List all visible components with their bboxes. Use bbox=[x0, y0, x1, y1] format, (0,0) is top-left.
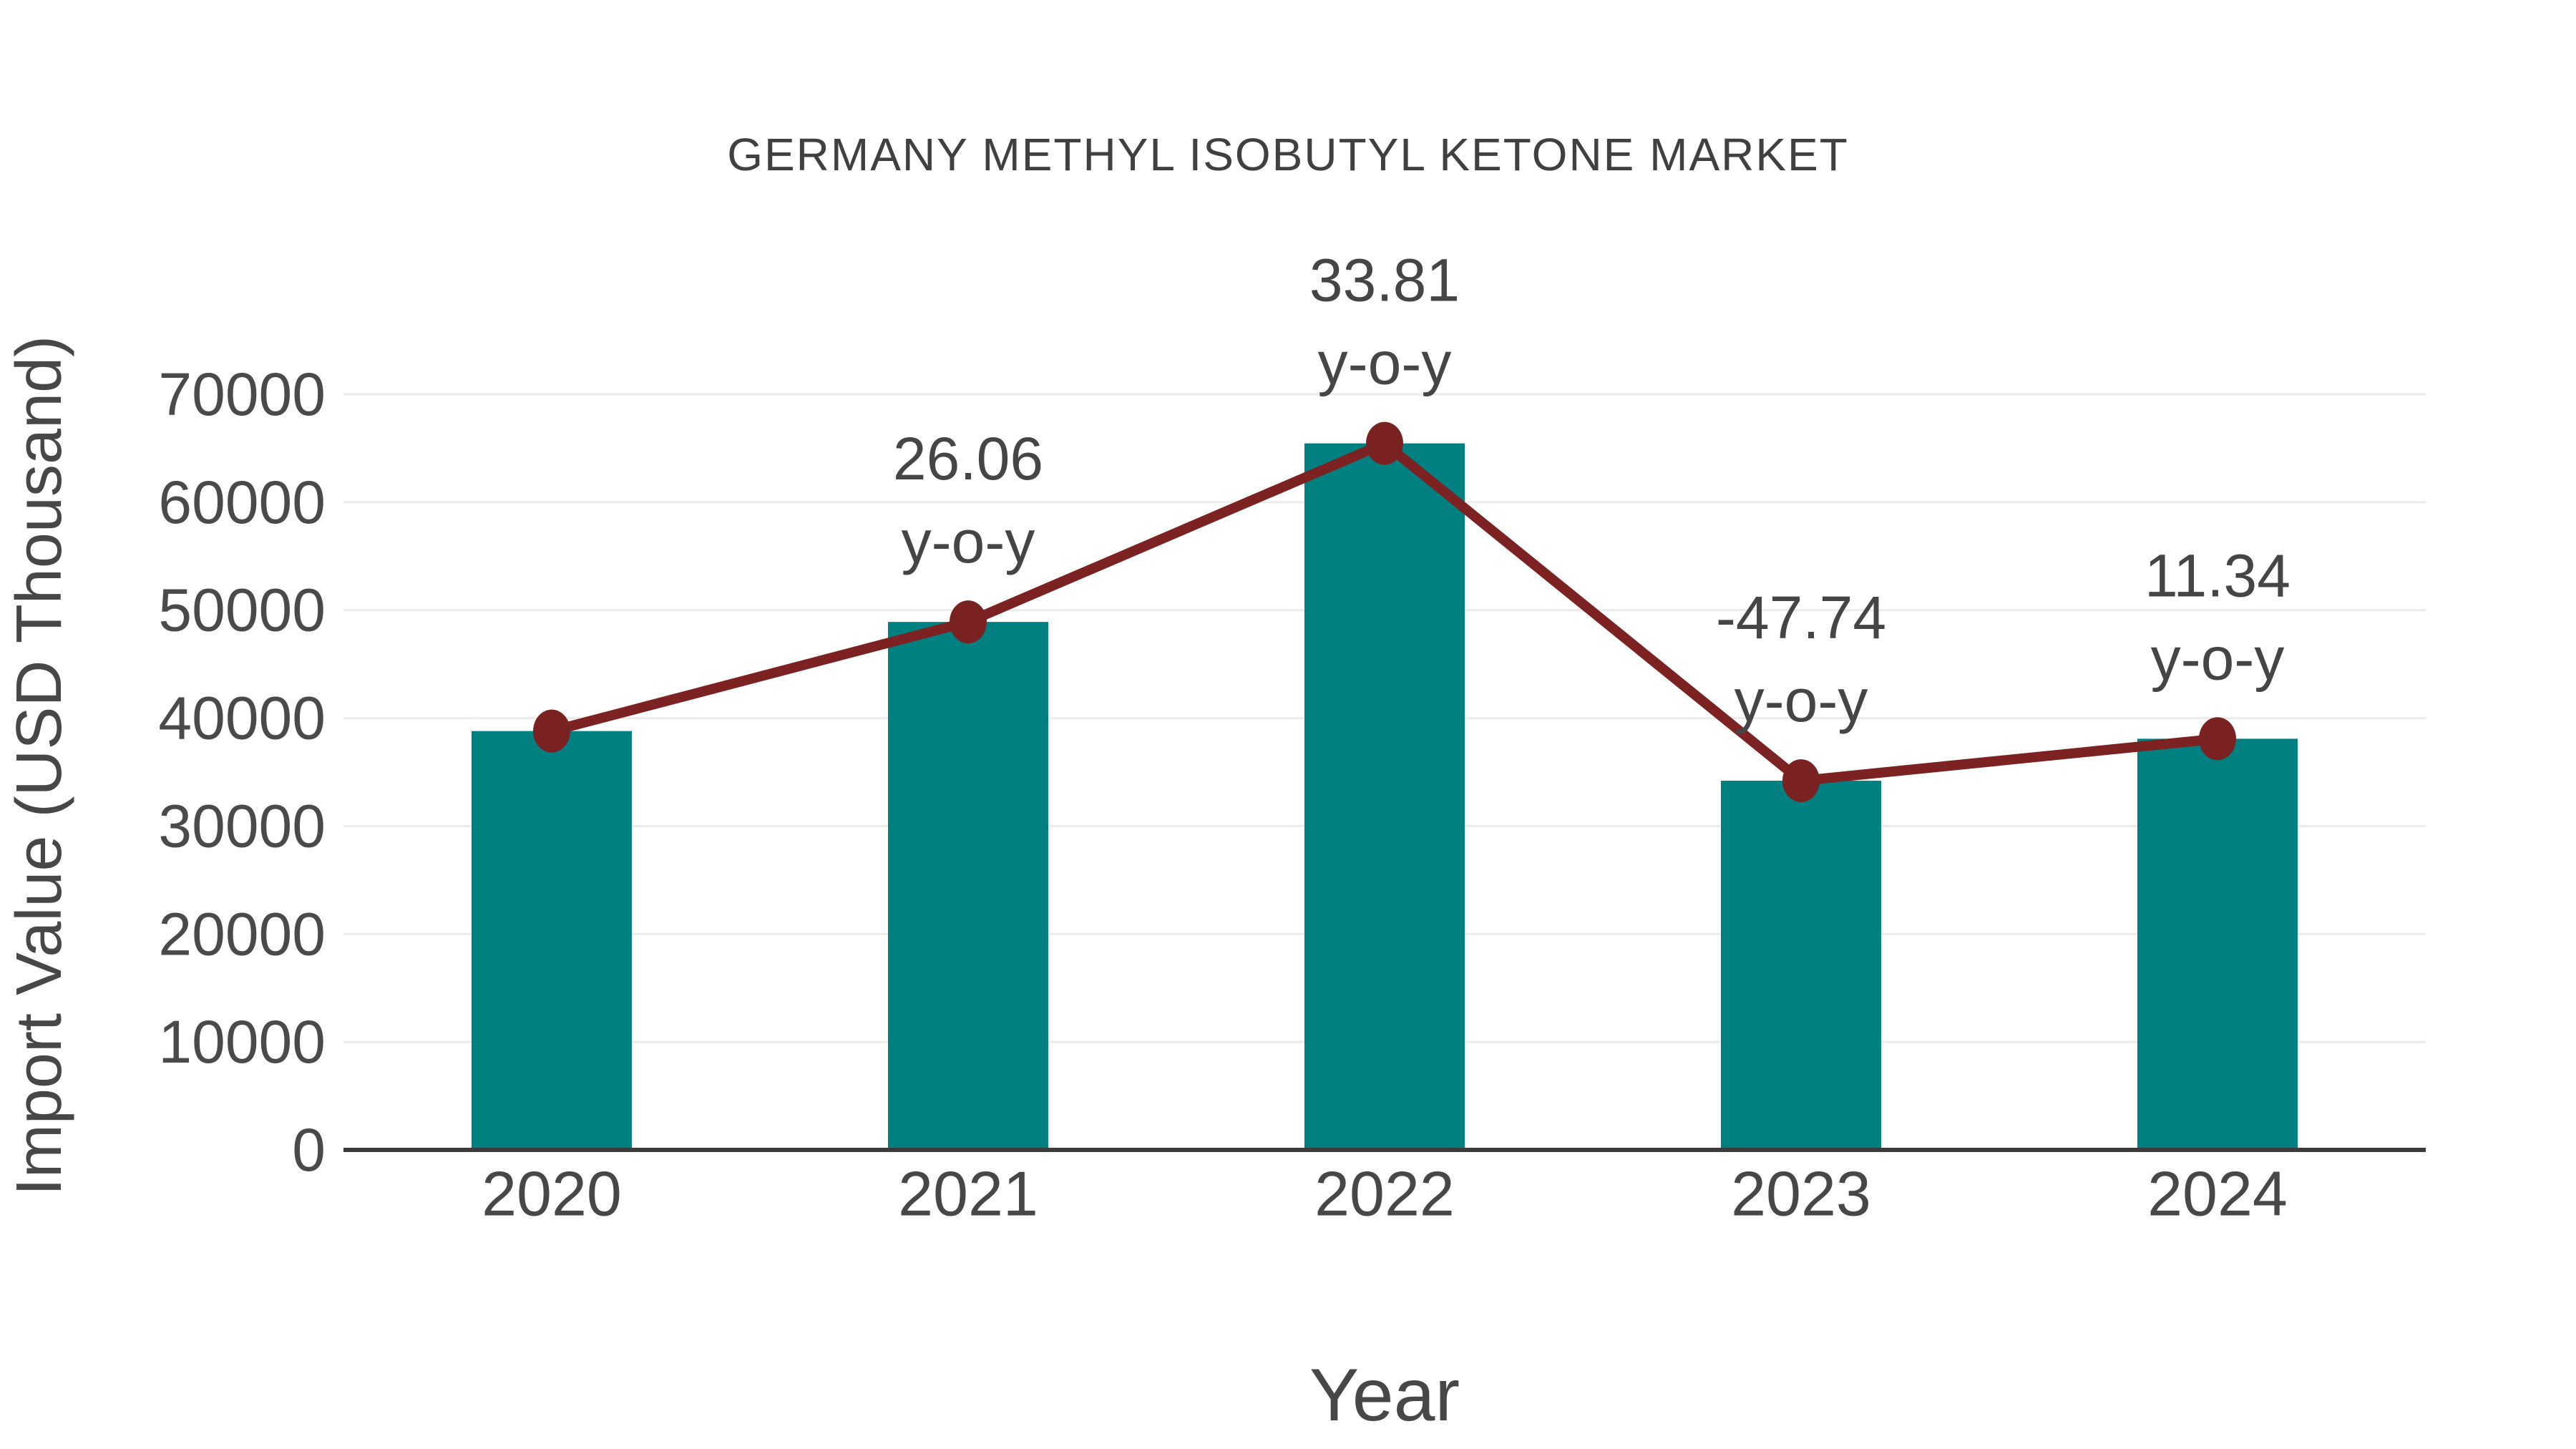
ytick-label-70000: 70000 bbox=[158, 361, 326, 428]
ytick-label-30000: 30000 bbox=[158, 792, 326, 859]
ytick-label-50000: 50000 bbox=[158, 577, 326, 644]
point-label-value-2021: 26.06 bbox=[893, 425, 1043, 492]
point-label-suffix-2021: y-o-y bbox=[902, 508, 1035, 575]
marker-2024[interactable] bbox=[2199, 717, 2236, 761]
marker-2020[interactable] bbox=[533, 709, 570, 753]
bar-2020[interactable] bbox=[472, 731, 632, 1150]
xtick-label-2020: 2020 bbox=[482, 1158, 622, 1229]
bar-2022[interactable] bbox=[1304, 443, 1465, 1150]
ytick-label-60000: 60000 bbox=[158, 469, 326, 536]
xtick-label-2023: 2023 bbox=[1731, 1158, 1871, 1229]
marker-2022[interactable] bbox=[1366, 421, 1403, 465]
point-label-value-2023: -47.74 bbox=[1716, 584, 1886, 651]
point-label-suffix-2023: y-o-y bbox=[1735, 667, 1868, 734]
marker-2021[interactable] bbox=[950, 600, 987, 644]
y-axis-title: Import Value (USD Thousand) bbox=[4, 336, 75, 1196]
marker-2023[interactable] bbox=[1782, 759, 1820, 803]
point-labels-layer: 26.06 y-o-y 33.81 y-o-y -47.74 y-o-y 11.34 y-o-… bbox=[893, 247, 2290, 734]
chart-title: GERMANY METHYL ISOBUTYL KETONE MARKET bbox=[727, 129, 1849, 180]
line-markers-layer bbox=[533, 421, 2236, 803]
point-label-suffix-2022: y-o-y bbox=[1318, 330, 1452, 397]
bar-2021[interactable] bbox=[888, 622, 1048, 1150]
xtick-label-2022: 2022 bbox=[1314, 1158, 1455, 1229]
ytick-label-0: 0 bbox=[292, 1116, 326, 1184]
point-label-value-2022: 33.81 bbox=[1309, 247, 1460, 314]
point-label-value-2024: 11.34 bbox=[2145, 542, 2290, 609]
tick-labels-layer: 0 10000 20000 30000 40000 50000 60000 70000 2020… bbox=[158, 361, 2287, 1229]
ytick-label-10000: 10000 bbox=[158, 1008, 326, 1075]
bar-2023[interactable] bbox=[1721, 781, 1881, 1150]
xtick-label-2024: 2024 bbox=[2147, 1158, 2288, 1229]
ytick-label-20000: 20000 bbox=[158, 900, 326, 967]
point-label-suffix-2024: y-o-y bbox=[2151, 625, 2285, 692]
bar-2024[interactable] bbox=[2137, 738, 2298, 1150]
x-axis-title: Year bbox=[1309, 1354, 1460, 1437]
bars-layer bbox=[472, 443, 2298, 1150]
xtick-label-2021: 2021 bbox=[898, 1158, 1038, 1229]
ytick-label-40000: 40000 bbox=[158, 685, 326, 752]
